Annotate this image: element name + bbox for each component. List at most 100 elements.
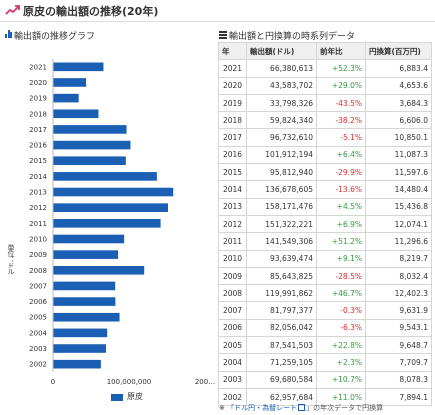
y-tick-label: 2008 [29,267,47,275]
cell-change: +52.3% [316,59,366,78]
legend-label[interactable]: 原皮 [127,392,143,401]
y-tick-label: 2017 [29,126,47,134]
chart-bar[interactable] [53,140,131,150]
cell-change: -0.3% [316,301,366,320]
cell-year: 2013 [218,197,247,216]
chart-bar[interactable] [53,172,157,181]
y-tick-label: 2018 [29,110,47,118]
cell-amount: 81,797,377 [246,301,317,320]
chart-bar[interactable] [53,265,145,275]
cell-year: 2015 [218,163,247,182]
table-row: 2013 158,171,476 +4.5% 15,436.8 [218,197,432,216]
y-axis-label: 単位：ドル [7,244,15,274]
cell-year: 2020 [218,76,247,95]
table-row: 2006 82,056,042 -6.3% 9,543.1 [218,318,432,338]
cell-amount: 69,680,584 [246,370,317,389]
chart-bar[interactable] [53,78,87,87]
export-data-table: 年 輸出額(ドル) 前年比 円換算(百万円) 2021 66,380,613 +52… [218,41,432,407]
cell-change: -13.6% [316,180,366,199]
table-row: 2014 136,678,605 -13.6% 14,480.4 [218,180,432,199]
cell-yen: 11,087.3 [365,145,432,165]
y-tick-label: 2003 [29,345,47,353]
y-tick-label: 2006 [29,298,47,306]
cell-change: +46.7% [316,284,366,303]
cell-year: 2018 [218,111,247,130]
chart-bar[interactable] [53,109,99,119]
cell-amount: 59,824,340 [246,111,317,130]
chart-bar[interactable] [53,281,116,291]
cell-change: +11.0% [316,387,366,407]
chart-bar[interactable] [53,93,79,103]
chart-bar[interactable] [53,312,120,322]
bar-chart-icon [5,30,12,38]
chart-bar[interactable] [53,203,169,212]
chart-bar[interactable] [53,219,161,228]
cell-yen: 9,631.9 [365,301,432,320]
table-row: 2009 85,643,825 -28.5% 8,032.4 [218,266,432,286]
cell-amount: 158,171,476 [246,197,317,216]
chart-bar[interactable] [53,234,125,244]
chart-bar[interactable] [53,344,106,353]
external-link-icon[interactable] [298,404,306,411]
chart-bar[interactable] [53,250,119,259]
cell-change: +10.7% [316,370,366,389]
header-change: 前年比 [316,41,366,61]
page-title: 原皮の輸出額の推移(20年) [23,5,159,18]
cell-change: -6.3% [316,318,366,338]
cell-year: 2011 [218,232,247,251]
cell-change: +22.8% [316,336,366,355]
cell-yen: 6,883.4 [365,59,432,78]
chart-bar[interactable] [53,156,126,166]
trend-up-icon [5,5,20,15]
cell-change: -38.2% [316,111,366,130]
chart-bar[interactable] [53,328,108,338]
chart-bar[interactable] [53,125,127,134]
cell-yen: 10,850.1 [365,128,432,147]
table-row: 2012 151,322,221 +6.9% 12,074.1 [218,214,432,234]
cell-change: +51.2% [316,232,366,251]
chart-bar[interactable] [53,359,101,369]
cell-amount: 93,639,474 [246,249,317,268]
table-row: 2002 62,957,684 +11.0% 7,894.1 [218,387,432,407]
cell-change: +4.5% [316,197,366,216]
cell-yen: 7,894.1 [365,387,432,407]
cell-amount: 136,678,605 [246,180,317,199]
export-bar-chart: 2021 2020 2019 2018 2017 2016 2015 2014 2013 2012… [0,44,215,415]
table-row: 2017 96,732,610 -5.1% 10,850.1 [218,128,432,147]
cell-yen: 4,653.6 [365,76,432,95]
cell-change: +2.3% [316,353,366,372]
cell-amount: 66,380,613 [246,59,317,78]
cell-year: 2019 [218,93,247,113]
table-row: 2005 87,541,503 +22.8% 9,648.7 [218,336,432,355]
page-header: 原皮の輸出額の推移(20年) [0,0,435,22]
exchange-rate-link[interactable]: ドル円・為替レート [234,404,298,412]
y-tick-label: 2015 [29,157,47,165]
cell-amount: 141,549,306 [246,232,317,251]
chart-bar[interactable] [53,187,174,197]
cell-amount: 95,812,940 [246,163,317,182]
header-amount: 輸出額(ドル) [246,41,317,61]
cell-yen: 9,543.1 [365,318,432,338]
cell-year: 2014 [218,180,247,199]
y-tick-label: 2002 [29,361,47,369]
y-tick-label: 2014 [29,173,47,181]
table-row: 2011 141,549,306 +51.2% 11,296.6 [218,232,432,251]
cell-change: +9.1% [316,249,366,268]
cell-yen: 8,078.3 [365,370,432,389]
cell-year: 2005 [218,336,247,355]
x-tick-label: 200… [195,378,215,386]
table-row: 2007 81,797,377 -0.3% 9,631.9 [218,301,432,320]
cell-year: 2006 [218,318,247,338]
cell-year: 2009 [218,266,247,286]
cell-change: -28.5% [316,266,366,286]
cell-yen: 11,597.6 [365,163,432,182]
footnote-suffix: 」の年次データで円換算 [306,404,384,412]
cell-change: -29.9% [316,163,366,182]
cell-yen: 8,032.4 [365,266,432,286]
cell-amount: 101,912,194 [246,145,317,165]
cell-yen: 12,074.1 [365,214,432,234]
table-header-row: 年 輸出額(ドル) 前年比 円換算(百万円) [218,41,432,61]
chart-bar[interactable] [53,62,104,72]
chart-bar[interactable] [53,297,116,306]
y-tick-label: 2011 [29,220,47,228]
